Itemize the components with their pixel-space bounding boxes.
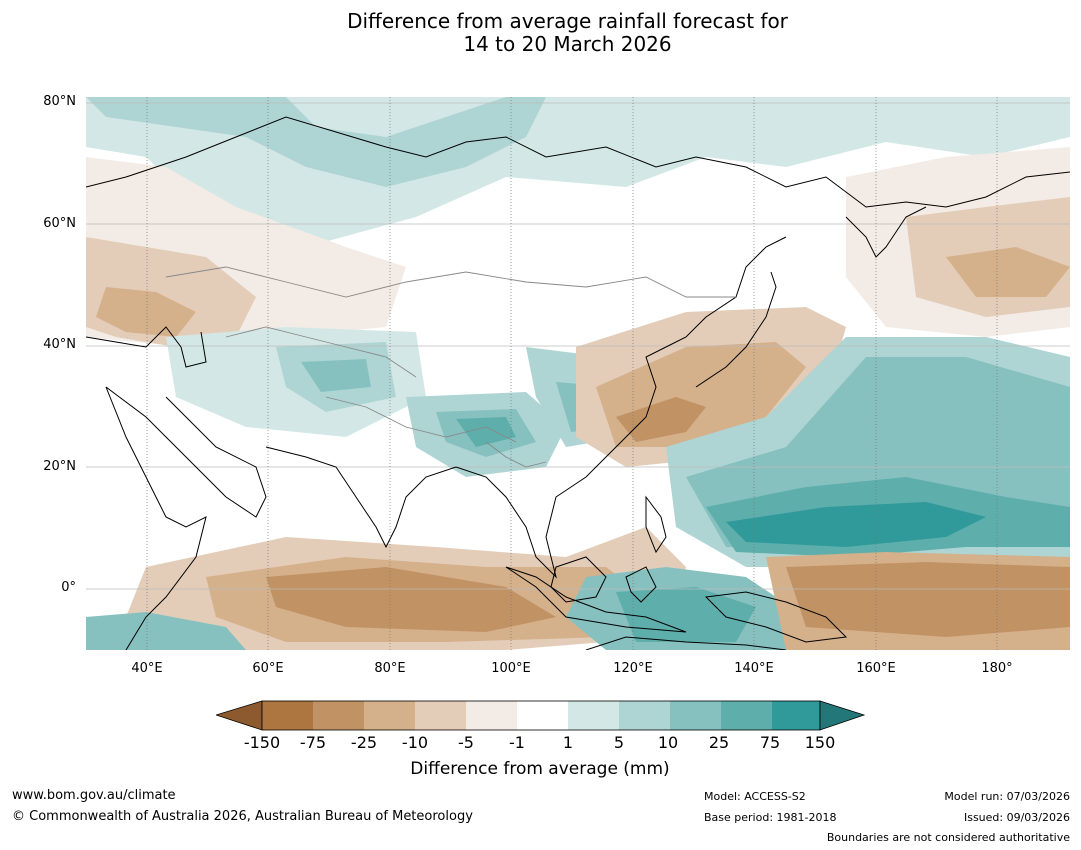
- lon-label-160e: 160°E: [856, 661, 896, 676]
- footer-base-period: Base period: 1981-2018: [704, 811, 837, 824]
- coastline-new-guinea: [704, 591, 848, 643]
- lon-label-80e: 80°E: [374, 661, 406, 676]
- lon-label-140e: 140°E: [734, 661, 774, 676]
- coastline-india: [265, 446, 457, 549]
- colorbar-tick-2: -25: [350, 733, 378, 752]
- coastline-se-asia: [455, 346, 667, 579]
- lat-label-80n: 80°N: [43, 94, 76, 109]
- anomaly-fields: [86, 97, 1070, 650]
- colorbar-swatch-9: [721, 701, 772, 730]
- map-title-line-1: Difference from average rainfall forecas…: [347, 9, 788, 33]
- border-china-indochina: [485, 441, 547, 468]
- anomaly-japan-drier: [616, 397, 706, 442]
- anomaly-tibet-wettest: [456, 417, 516, 447]
- coastline-sulawesi: [625, 566, 657, 603]
- colorbar-tick-1: -75: [299, 733, 327, 752]
- colorbar-tick-7: 5: [613, 733, 625, 752]
- colorbar-tick-10: 75: [759, 733, 781, 752]
- colorbar-tick-9: 25: [708, 733, 730, 752]
- map-title-line-2: 14 to 20 March 2026: [463, 32, 672, 56]
- anomaly-southwest-wet: [86, 612, 246, 650]
- gridlines: [86, 97, 1070, 650]
- colorbar-extend-low: [216, 700, 263, 731]
- map-title: Difference from average rainfall forecas…: [0, 10, 1081, 56]
- colorbar-swatch-5: [517, 701, 568, 730]
- anomaly-west-drier: [96, 287, 196, 337]
- colorbar-swatch-10: [772, 701, 820, 730]
- colorbar-extend-high: [819, 700, 866, 731]
- anomaly-indian-ocean-drier: [266, 567, 556, 632]
- lat-label-60n: 60°N: [43, 216, 76, 231]
- colorbar-swatch-7: [619, 701, 670, 730]
- anomaly-south-pacific-dry: [786, 562, 1070, 637]
- colorbar-tick-11: 150: [804, 733, 836, 752]
- anomaly-central-asia-wettest: [301, 359, 371, 392]
- map-canvas: [86, 97, 1070, 650]
- anomaly-maritime-wetter: [616, 587, 756, 642]
- borders: [165, 266, 736, 468]
- anomaly-ne-pacific-drier: [946, 247, 1070, 297]
- colorbar: [216, 700, 866, 731]
- coastline-arabia: [105, 386, 267, 518]
- lat-label-20n: 20°N: [43, 459, 76, 474]
- anomaly-pacific-core: [726, 502, 986, 547]
- coastline-sumatra-java: [505, 566, 687, 633]
- colorbar-tick-0: -150: [243, 733, 281, 752]
- colorbar-tick-8: 10: [657, 733, 679, 752]
- rainfall-anomaly-map: [86, 97, 1070, 650]
- colorbar-swatch-2: [364, 701, 415, 730]
- coastline-arctic: [86, 116, 1070, 208]
- footer-model-run: Model run: 07/03/2026: [944, 790, 1070, 803]
- lon-label-100e: 100°E: [491, 661, 531, 676]
- colorbar-tick-5: -1: [509, 733, 525, 752]
- anomaly-arctic-wetter: [86, 97, 546, 187]
- footer-copyright: © Commonwealth of Australia 2026, Austra…: [12, 809, 473, 824]
- footer-url[interactable]: www.bom.gov.au/climate: [12, 788, 176, 803]
- colorbar-swatch-0: [262, 701, 313, 730]
- lon-label-40e: 40°E: [131, 661, 163, 676]
- colorbar-swatch-4: [466, 701, 517, 730]
- lon-label-180: 180°: [981, 661, 1013, 676]
- lon-label-60e: 60°E: [252, 661, 284, 676]
- colorbar-swatches: [262, 701, 820, 730]
- colorbar-swatch-6: [568, 701, 619, 730]
- coastline-black-caspian: [86, 326, 207, 368]
- border-russia-south: [165, 266, 736, 298]
- coastline-australia: [585, 636, 787, 650]
- coastline-kamchatka: [845, 206, 927, 258]
- colorbar-tick-3: -10: [401, 733, 429, 752]
- colorbar-swatch-3: [415, 701, 466, 730]
- colorbar-tick-4: -5: [458, 733, 474, 752]
- coastline-philippines: [645, 495, 667, 554]
- colorbar-swatch-8: [670, 701, 721, 730]
- colorbar-tick-6: 1: [562, 733, 574, 752]
- lat-label-equator: 0°: [61, 580, 76, 595]
- footer-disclaimer: Boundaries are not considered authoritat…: [826, 831, 1070, 844]
- footer-model: Model: ACCESS-S2: [704, 790, 806, 803]
- coastline-japan: [695, 271, 777, 388]
- anomaly-siberia-neutral: [406, 197, 766, 277]
- lon-label-120e: 120°E: [613, 661, 653, 676]
- footer-issued: Issued: 09/03/2026: [963, 811, 1070, 824]
- coastline-africa-east: [105, 386, 207, 650]
- colorbar-label: Difference from average (mm): [410, 759, 670, 779]
- border-central-asia: [225, 326, 417, 378]
- border-himalaya: [325, 396, 517, 443]
- colorbar-swatch-1: [313, 701, 364, 730]
- lat-label-40n: 40°N: [43, 337, 76, 352]
